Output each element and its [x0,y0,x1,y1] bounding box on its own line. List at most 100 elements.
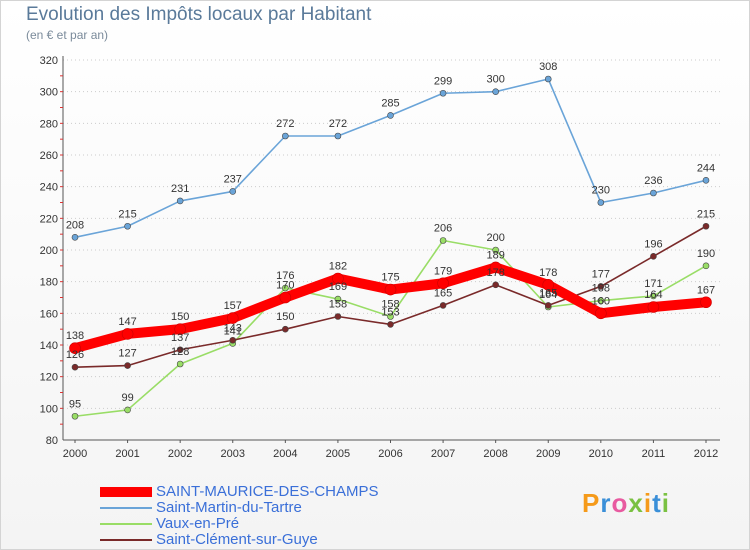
data-label: 141 [224,325,242,337]
data-point [702,262,710,270]
data-point [439,302,447,309]
data-label: 150 [171,311,189,323]
data-point [387,313,394,320]
data-point [597,199,605,206]
data-label: 189 [486,249,504,261]
data-label: 164 [539,289,557,301]
logo-letter: t [652,488,662,518]
data-label: 143 [224,322,242,334]
data-label: 190 [697,248,715,260]
data-label: 178 [539,267,557,279]
data-label: 299 [434,75,452,87]
data-point [69,342,81,354]
data-point [492,246,499,254]
legend-swatch [100,507,152,509]
data-label: 126 [66,349,84,361]
data-point [229,336,237,344]
data-label: 308 [539,61,557,73]
x-tick-label: 2005 [326,448,350,460]
data-label: 165 [434,287,452,299]
proxiti-logo: Proxiti [582,488,670,519]
x-tick-label: 2008 [483,448,507,460]
data-point [542,279,555,291]
data-label: 215 [697,208,715,220]
data-label: 236 [644,175,662,187]
data-point [71,412,79,420]
data-label: 175 [381,272,399,284]
x-tick-label: 2006 [378,448,402,460]
data-label: 164 [644,289,662,301]
data-point [176,346,184,354]
y-tick-label: 160 [40,308,58,320]
data-label: 147 [118,316,136,328]
data-label: 182 [329,261,347,273]
chart-title: Evolution des Impôts locaux par Habitant [26,4,372,25]
y-tick-label: 220 [40,213,58,225]
logo-letter: o [611,488,629,518]
data-label: 208 [66,219,84,231]
data-label: 179 [434,265,452,277]
data-point [595,307,607,320]
data-label: 272 [329,118,347,130]
y-tick-label: 260 [40,150,58,162]
data-point [492,88,499,95]
data-point [282,325,289,333]
data-label: 158 [381,299,399,311]
data-point [439,237,447,244]
y-tick-label: 120 [40,372,58,384]
data-point [650,292,657,300]
data-point [332,272,344,285]
data-label: 168 [592,283,610,295]
legend-label: Saint-Clément-sur-Guye [156,531,318,548]
data-point [437,277,449,290]
data-label: 237 [224,173,242,185]
data-label: 230 [592,185,610,197]
data-label: 158 [329,299,347,311]
logo-letter: i [661,488,670,518]
data-point [334,132,342,140]
y-tick-label: 100 [40,403,58,415]
data-label: 127 [118,348,136,360]
legend-swatch [100,523,152,525]
data-point [387,112,394,119]
data-label: 170 [276,280,294,292]
legend-label: Vaux-en-Pré [156,515,240,532]
x-tick-label: 2007 [431,448,455,460]
data-point [334,313,342,320]
x-tick-label: 2003 [221,448,245,460]
x-tick-label: 2001 [115,448,139,460]
data-label: 177 [592,268,610,280]
data-label: 178 [486,267,504,279]
logo-letter: i [643,488,653,518]
data-point [279,291,292,304]
logo-letter: x [628,488,644,518]
data-point [387,321,394,328]
data-label: 150 [276,311,294,323]
data-point [702,177,710,184]
y-tick-label: 140 [40,340,58,352]
x-tick-label: 2011 [642,448,666,460]
data-label: 176 [276,270,294,282]
data-label: 196 [644,238,662,250]
data-point [124,362,131,369]
x-tick-label: 2012 [694,448,718,460]
data-label: 137 [171,332,189,344]
data-point [597,297,605,304]
series-line [74,225,707,368]
data-label: 285 [381,97,399,109]
data-label: 165 [539,287,557,299]
y-tick-label: 240 [40,182,58,194]
y-tick-label: 320 [40,55,58,67]
data-label: 300 [486,74,504,86]
data-point [334,295,342,303]
data-point [647,301,660,313]
y-tick-label: 280 [40,118,58,130]
data-point [650,189,657,197]
x-tick-label: 2004 [273,448,297,460]
data-label: 128 [171,346,189,358]
data-label: 169 [329,281,347,293]
data-label: 153 [381,306,399,318]
legend-swatch [100,487,152,497]
x-tick-label: 2000 [63,448,87,460]
